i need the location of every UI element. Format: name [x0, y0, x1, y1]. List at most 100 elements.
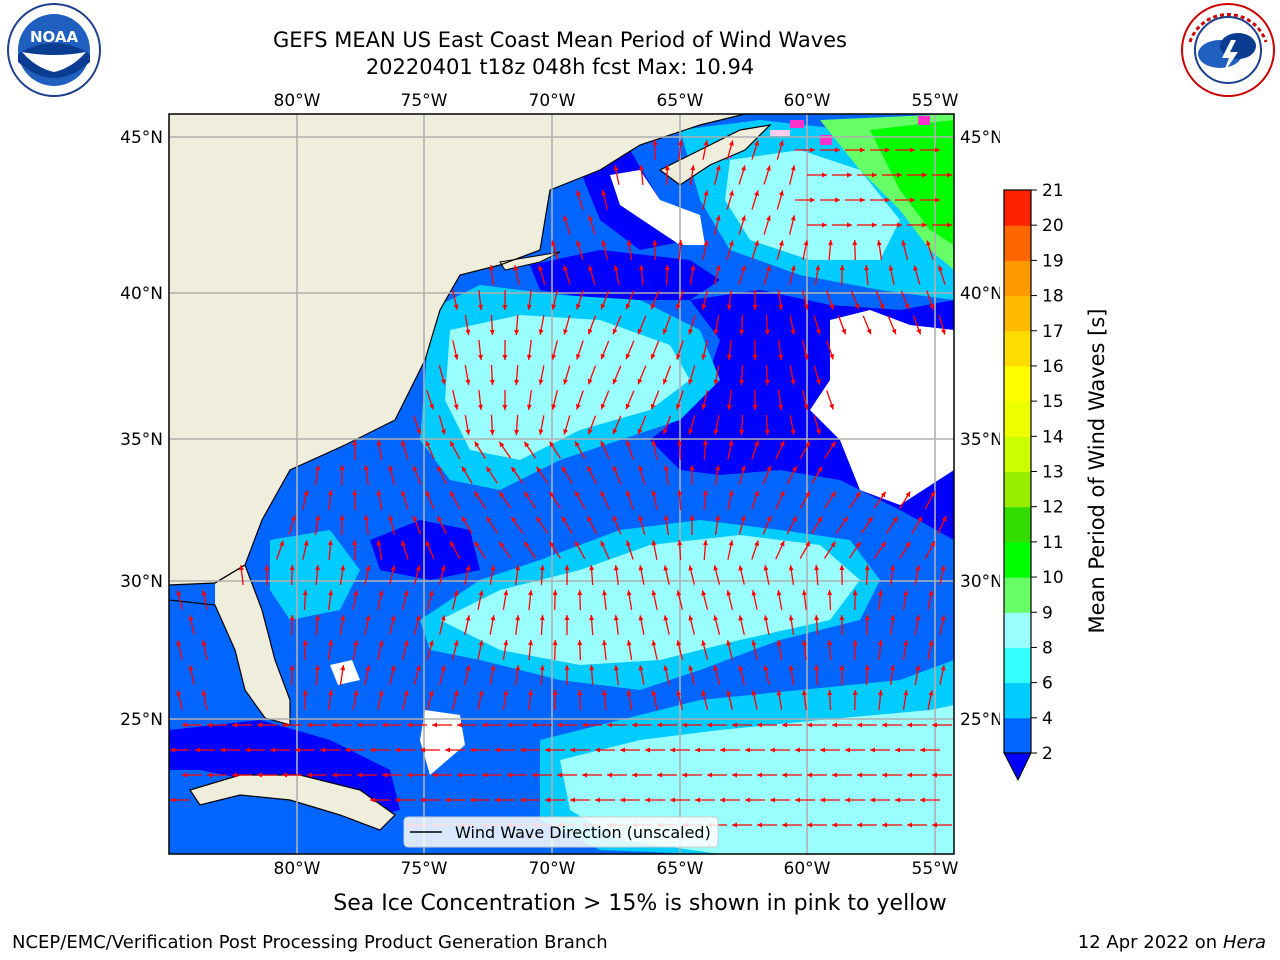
wave-direction-arrowhead: [663, 565, 669, 571]
wave-direction-arrowhead: [514, 429, 520, 435]
wave-direction-arrowhead: [895, 747, 900, 753]
wave-direction-arrowhead: [176, 690, 182, 696]
wave-direction-arrowhead: [663, 515, 669, 521]
lon-label-top: 80°W: [274, 91, 321, 111]
wave-direction-arrowhead: [577, 640, 583, 646]
wave-direction-arrowhead: [739, 429, 745, 435]
wave-direction-arrowhead: [947, 172, 952, 178]
arrow-legend: Wind Wave Direction (unscaled): [403, 816, 719, 848]
wave-direction-arrowhead: [817, 516, 823, 522]
wave-direction-arrowhead: [264, 565, 270, 571]
wave-direction-arrowhead: [395, 797, 400, 803]
wave-direction-arrowhead: [499, 491, 505, 498]
wave-direction-arrowhead: [370, 747, 375, 753]
colorbar-tick-label: 9: [1042, 603, 1053, 623]
colorbar-segment: [1004, 541, 1031, 578]
wave-direction-arrowhead: [626, 440, 631, 446]
wave-direction-arrowhead: [860, 147, 865, 153]
wave-direction-arrowhead: [532, 722, 537, 728]
colorbar-tick-label: 17: [1042, 322, 1064, 342]
wave-direction-arrowhead: [940, 615, 946, 621]
wave-direction-arrowhead: [879, 303, 885, 310]
wave-direction-arrowhead: [728, 490, 734, 496]
wave-direction-arrowhead: [570, 797, 575, 803]
wave-direction-arrowhead: [905, 491, 911, 498]
wave-direction-arrowhead: [170, 747, 175, 753]
short-period-region: [530, 250, 720, 300]
wave-direction-arrowhead: [688, 429, 693, 435]
wave-direction-arrowhead: [353, 640, 359, 646]
wave-direction-arrowhead: [732, 772, 737, 778]
wave-direction-arrowhead: [702, 490, 708, 496]
colorbar-tick-label: 10: [1042, 568, 1064, 588]
wave-direction-arrowhead: [741, 265, 746, 271]
wave-direction-arrowhead: [282, 722, 287, 728]
wave-direction-arrowhead: [425, 490, 431, 497]
wave-direction-arrowhead: [601, 190, 607, 196]
wave-direction-arrowhead: [382, 722, 387, 728]
wave-direction-arrowhead: [515, 665, 521, 671]
wave-direction-arrowhead: [715, 515, 721, 521]
wave-direction-arrowhead: [303, 540, 309, 546]
wave-direction-arrowhead: [600, 403, 606, 410]
colorbar-ticks: 2 4 6 8 9 10 11 12 13 14 15 16 17 18 19 20 21: [1031, 181, 1064, 764]
wave-direction-arrowhead: [782, 822, 787, 828]
wave-direction-arrowhead: [872, 172, 877, 178]
wave-direction-arrowhead: [201, 640, 207, 646]
wave-direction-arrowhead: [903, 690, 909, 696]
wave-direction-arrowhead: [315, 515, 321, 521]
wave-direction-arrowhead: [757, 722, 762, 728]
wave-direction-arrowhead: [589, 665, 595, 671]
wave-direction-arrowhead: [289, 565, 295, 571]
wave-direction-arrowhead: [827, 590, 833, 596]
wave-direction-arrowhead: [279, 540, 284, 547]
wave-direction-arrowhead: [801, 590, 807, 596]
wave-direction-arrowhead: [352, 540, 358, 546]
wave-direction-arrowhead: [688, 379, 693, 385]
wave-direction-arrowhead: [388, 515, 394, 521]
wave-direction-arrowhead: [445, 797, 450, 803]
wave-direction-arrowhead: [880, 541, 886, 548]
wave-direction-arrowhead: [764, 379, 770, 385]
wave-direction-arrowhead: [664, 165, 670, 171]
wave-direction-arrowhead: [626, 690, 632, 696]
wave-direction-arrowhead: [450, 491, 455, 497]
wave-direction-arrowhead: [303, 490, 309, 496]
wave-direction-arrowhead: [345, 747, 350, 753]
colorbar-segment: [1004, 682, 1031, 719]
wave-direction-arrowhead: [688, 329, 693, 335]
wave-direction-arrowhead: [903, 590, 909, 596]
wave-direction-arrowhead: [365, 615, 371, 621]
wave-direction-arrowhead: [561, 466, 567, 472]
wave-direction-arrowhead: [382, 772, 387, 778]
wave-direction-arrowhead: [626, 540, 631, 546]
wave-direction-arrowhead: [563, 429, 568, 435]
wave-direction-arrowhead: [891, 328, 897, 335]
wave-direction-arrowhead: [365, 665, 371, 671]
wave-direction-arrowhead: [307, 722, 312, 728]
lat-label-right: 45°N: [960, 128, 1000, 148]
wave-direction-arrowhead: [577, 590, 583, 596]
wave-direction-arrowhead: [857, 772, 862, 778]
wave-direction-arrowhead: [328, 640, 334, 646]
wave-direction-arrowhead: [729, 240, 734, 246]
wave-direction-arrowhead: [888, 265, 894, 271]
wave-direction-arrowhead: [676, 590, 682, 596]
wave-direction-arrowhead: [612, 515, 618, 522]
wave-direction-arrowhead: [676, 404, 681, 410]
wave-direction-arrowhead: [207, 722, 212, 728]
lon-label-top: 75°W: [401, 91, 448, 111]
wave-direction-arrowhead: [855, 491, 861, 498]
wave-direction-arrowhead: [595, 747, 600, 753]
wave-direction-arrowhead: [657, 722, 662, 728]
wave-direction-arrowhead: [650, 303, 656, 310]
wave-direction-arrowhead: [401, 490, 406, 496]
wave-direction-arrowhead: [539, 665, 545, 671]
wave-direction-arrowhead: [738, 565, 744, 571]
wave-direction-arrowhead: [779, 490, 785, 497]
wave-direction-arrowhead: [613, 265, 619, 271]
wave-direction-arrowhead: [829, 403, 834, 410]
wave-direction-arrowhead: [897, 172, 902, 178]
wave-direction-arrowhead: [795, 747, 800, 753]
wave-direction-arrowhead: [788, 615, 794, 621]
